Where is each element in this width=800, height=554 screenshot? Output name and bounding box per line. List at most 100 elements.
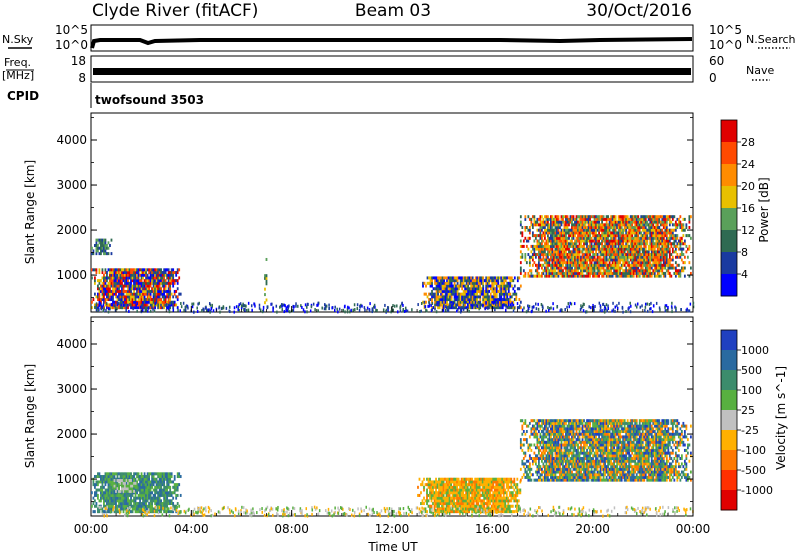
echo-cell — [491, 279, 494, 283]
echo-cell — [489, 279, 492, 283]
echo-cell — [685, 234, 688, 238]
echo-cell — [623, 258, 626, 262]
echo-cell — [589, 242, 591, 246]
echo-cell — [417, 493, 419, 497]
echo-speckle — [537, 302, 539, 306]
echo-cell — [149, 271, 152, 275]
echo-cell — [473, 279, 476, 283]
echo-cell — [160, 488, 163, 492]
echo-cell — [491, 284, 494, 288]
echo-cell — [509, 292, 512, 296]
echo-cell — [569, 266, 572, 270]
echo-cell — [568, 234, 570, 238]
echo-cell — [601, 247, 603, 251]
echo-cell — [127, 489, 129, 493]
echo-speckle — [667, 305, 669, 309]
echo-cell — [571, 234, 573, 238]
echo-speckle — [685, 308, 688, 312]
echo-cell — [418, 493, 421, 497]
echo-cell — [563, 271, 566, 275]
echo-cell — [679, 274, 682, 278]
echo-speckle — [165, 303, 168, 307]
echo-cell — [164, 504, 167, 508]
echo-speckle — [485, 301, 487, 305]
echo-cell — [571, 220, 573, 224]
echo-cell — [91, 276, 93, 280]
echo-cell — [443, 281, 445, 285]
echo-cell — [601, 250, 603, 254]
echo-cell — [650, 258, 653, 262]
echo-cell — [554, 250, 557, 254]
echo-speckle — [451, 305, 454, 309]
echo-cell — [622, 258, 625, 262]
echo-cell — [423, 488, 425, 492]
echo-cell — [139, 477, 141, 481]
echo-cell — [485, 292, 488, 296]
echo-speckle — [476, 304, 479, 308]
echo-cell — [112, 472, 114, 476]
echo-cell — [656, 250, 659, 254]
echo-cell — [599, 250, 602, 254]
echo-cell — [106, 298, 108, 302]
echo-speckle — [675, 306, 677, 310]
echo-cell — [438, 477, 440, 481]
echo-cell — [676, 269, 679, 273]
echo-cell — [175, 271, 178, 275]
echo-cell — [142, 273, 144, 277]
echo-cell — [134, 287, 137, 291]
echo-cell — [635, 215, 638, 219]
echo-cell — [134, 281, 137, 285]
echo-cell — [668, 234, 671, 238]
echo-cell — [128, 493, 131, 497]
echo-cell — [604, 269, 607, 273]
echo-cell — [429, 298, 432, 302]
echo-cell — [450, 306, 453, 310]
echo-cell — [476, 284, 479, 288]
echo-cell — [623, 215, 626, 219]
echo-cell — [488, 306, 491, 310]
echo-cell — [553, 217, 555, 221]
echo-cell — [149, 507, 152, 511]
noise-tick-bottom-left: 10^0 — [55, 38, 88, 52]
echo-cell — [658, 236, 661, 240]
echo-cell — [604, 244, 607, 248]
echo-cell — [107, 483, 110, 487]
echo-cell — [110, 502, 113, 506]
echo-cell — [163, 502, 166, 506]
echo-cell — [101, 276, 104, 280]
nave-label: Nave — [746, 64, 774, 77]
echo-cell — [634, 239, 637, 243]
echo-cell — [465, 276, 468, 280]
echo-cell — [534, 244, 537, 248]
echo-cell — [559, 247, 561, 251]
echo-cell — [536, 266, 539, 270]
echo-cell — [620, 231, 623, 235]
echo-cell — [634, 217, 637, 221]
echo-cell — [631, 261, 634, 265]
echo-cell — [614, 258, 617, 262]
echo-cell — [449, 281, 451, 285]
echo-cell — [479, 295, 482, 299]
echo-cell — [160, 268, 163, 272]
echo-cell — [531, 234, 534, 238]
echo-speckle — [601, 309, 603, 313]
echo-speckle — [506, 305, 509, 309]
echo-cell — [598, 239, 600, 243]
echo-cell — [143, 289, 146, 293]
echo-cell — [158, 488, 161, 492]
echo-cell — [551, 266, 554, 270]
echo-cell — [563, 266, 566, 270]
echo-cell — [592, 220, 594, 224]
echo-cell — [608, 220, 611, 224]
echo-cell — [107, 510, 110, 514]
echo-cell — [650, 266, 653, 270]
echo-cell — [435, 483, 437, 487]
echo-cell — [646, 269, 649, 273]
echo-cell — [449, 292, 451, 296]
echo-cell — [531, 223, 534, 227]
echo-cell — [562, 215, 564, 219]
echo-cell — [662, 223, 665, 227]
echo-cell — [438, 502, 440, 506]
echo-cell — [510, 295, 513, 299]
echo-cell — [635, 236, 638, 240]
